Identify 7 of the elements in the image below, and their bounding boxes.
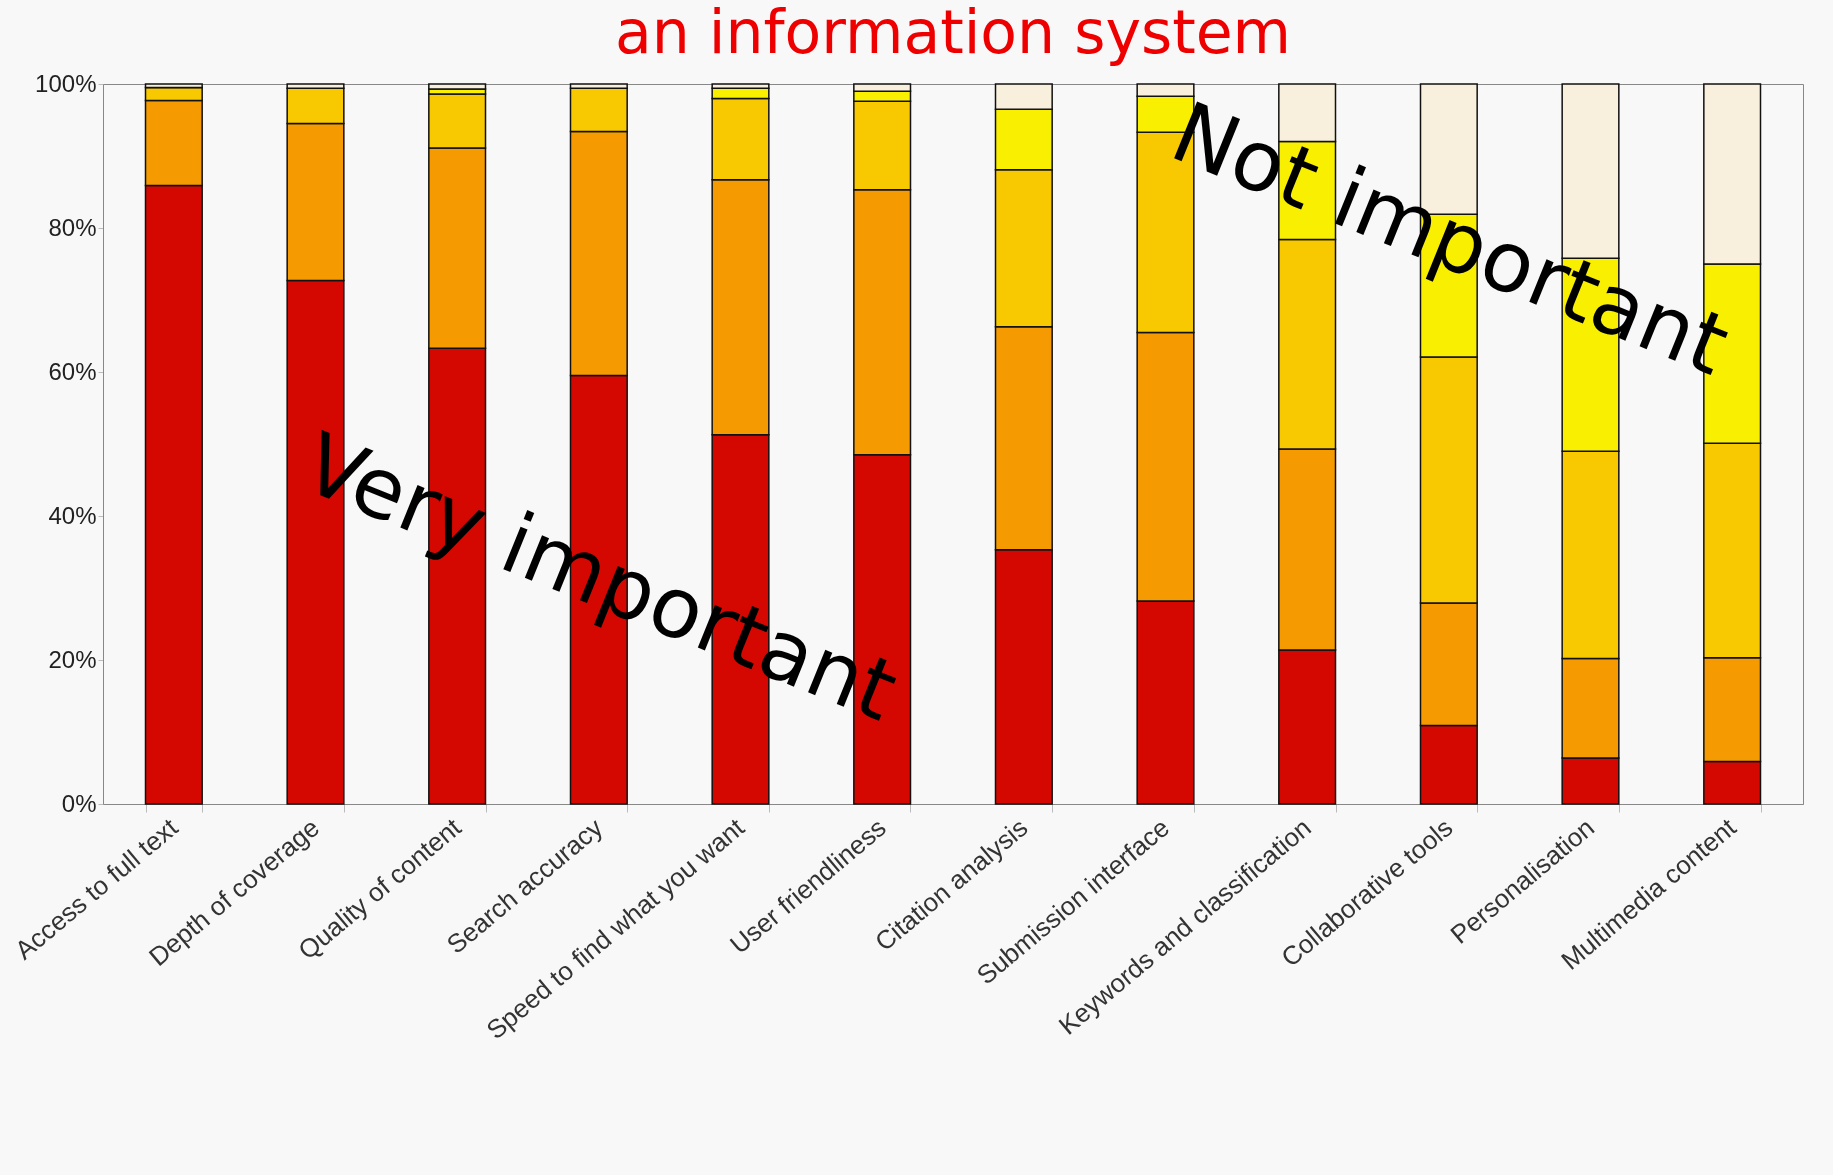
y-tick-label: 0%: [61, 789, 97, 817]
y-tick-label: 40%: [48, 501, 97, 529]
y-tick-label: 100%: [35, 69, 97, 97]
chart-title: an information system: [614, 0, 1292, 67]
y-tick-label: 20%: [48, 645, 97, 673]
y-tick-label: 60%: [48, 357, 97, 385]
y-tick-label: 80%: [48, 213, 97, 241]
